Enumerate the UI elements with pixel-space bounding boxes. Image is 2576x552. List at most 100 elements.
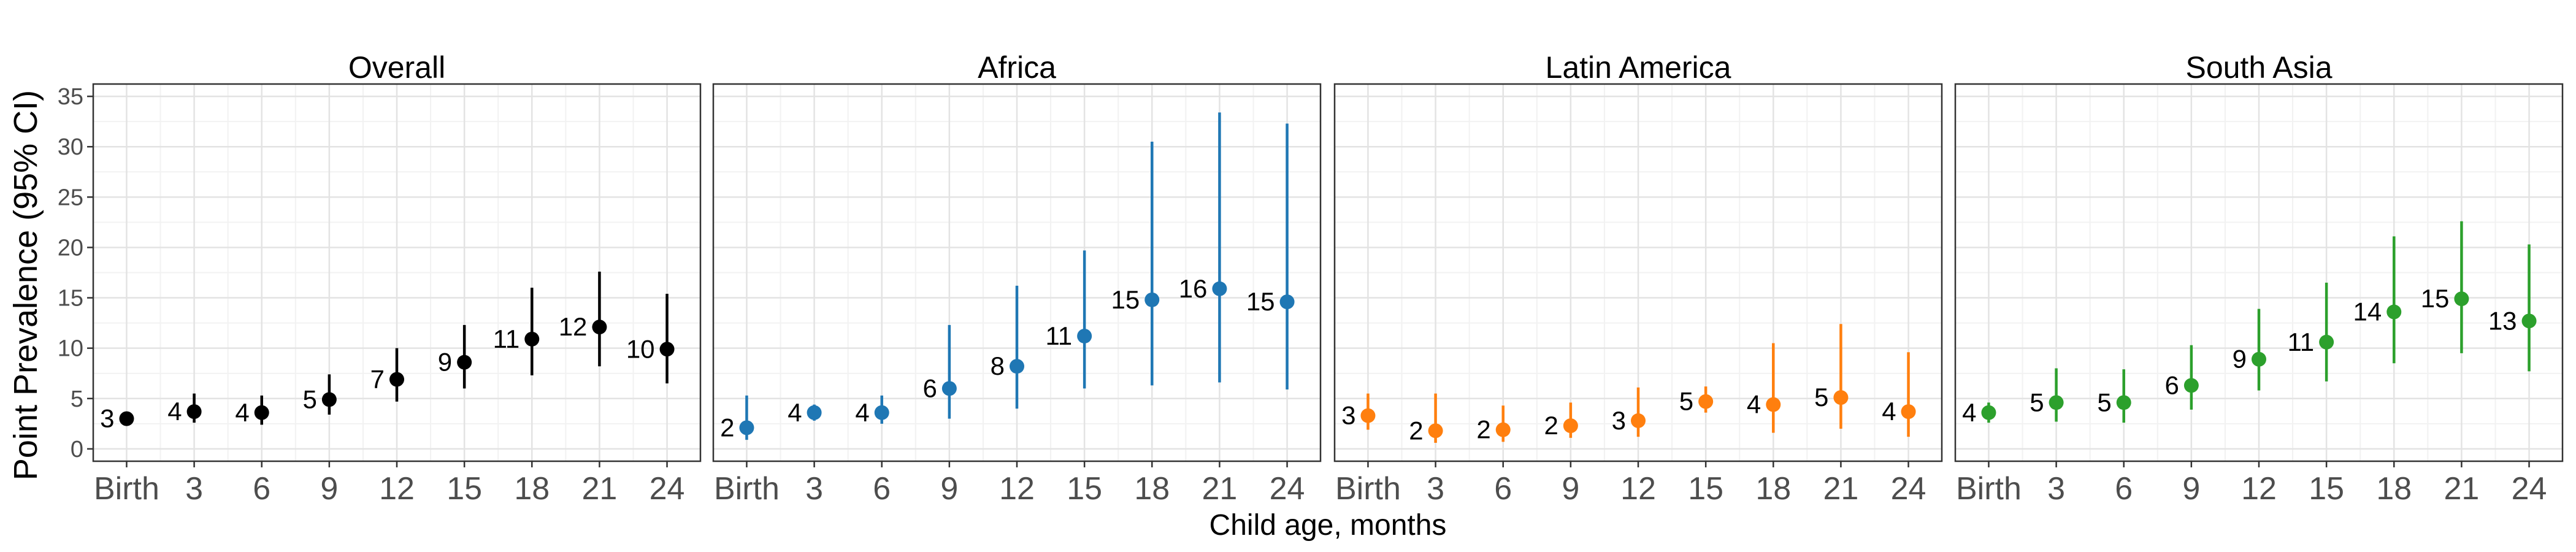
point-label: 14	[2353, 297, 2382, 326]
data-point	[1698, 394, 1714, 409]
x-tick-label: 9	[1562, 471, 1579, 507]
point-label: 8	[991, 351, 1005, 380]
data-point	[739, 420, 754, 435]
data-point	[457, 355, 472, 370]
data-point	[874, 405, 889, 420]
point-label: 11	[2288, 328, 2315, 356]
point-label: 4	[1747, 390, 1761, 419]
data-point	[2116, 395, 2131, 410]
data-point	[2521, 313, 2537, 329]
point-label: 5	[2030, 388, 2044, 416]
data-point	[1981, 405, 1996, 420]
point-label: 5	[2097, 388, 2111, 416]
point-label: 2	[1409, 416, 1423, 445]
point-label: 4	[788, 398, 802, 427]
point-label: 3	[100, 404, 114, 433]
data-point	[941, 381, 957, 396]
point-label: 5	[1679, 387, 1693, 416]
x-tick-label: 18	[2376, 471, 2412, 507]
point-label: 15	[2421, 284, 2450, 313]
data-point	[1077, 328, 1092, 343]
x-tick-label: 6	[253, 471, 270, 507]
data-point	[524, 331, 540, 347]
x-tick-label: 6	[1494, 471, 1512, 507]
point-label: 6	[2165, 370, 2179, 399]
data-point	[1901, 404, 1916, 420]
data-point	[1766, 397, 1781, 412]
data-point	[2319, 334, 2334, 350]
point-label: 11	[1046, 321, 1073, 350]
point-label: 5	[1814, 383, 1828, 412]
panel-title: Latin America	[1546, 50, 1731, 85]
point-label: 2	[1544, 411, 1558, 440]
y-tick-label: 15	[58, 286, 83, 312]
x-tick-label: 24	[650, 471, 685, 507]
panel-border	[712, 83, 1322, 462]
panel-title: Overall	[348, 50, 445, 85]
x-tick-label: 15	[447, 471, 482, 507]
x-tick-label: Birth	[94, 471, 159, 507]
point-label: 5	[303, 385, 317, 413]
point-label: 4	[855, 398, 869, 427]
point-label: 4	[167, 397, 182, 426]
point-label: 7	[370, 365, 385, 394]
data-point	[1563, 418, 1578, 434]
y-tick-label: 10	[58, 336, 83, 362]
data-point	[2454, 291, 2469, 307]
point-label: 15	[1246, 287, 1275, 316]
y-tick-label: 30	[58, 134, 83, 160]
panel-border	[1333, 83, 1943, 462]
x-tick-label: 24	[1270, 471, 1305, 507]
data-point	[2049, 395, 2064, 410]
data-point	[1631, 413, 1646, 428]
x-tick-label: 15	[1688, 471, 1723, 507]
data-point	[1279, 294, 1295, 310]
x-tick-label: 12	[1620, 471, 1656, 507]
point-label: 10	[626, 334, 655, 363]
data-point	[1495, 422, 1511, 437]
data-point	[254, 405, 269, 420]
data-point	[186, 404, 202, 420]
point-label: 3	[1612, 406, 1626, 435]
data-point	[119, 411, 134, 426]
x-tick-label: 21	[581, 471, 617, 507]
point-label: 9	[438, 348, 452, 377]
x-tick-label: 6	[873, 471, 891, 507]
x-tick-label: Birth	[1335, 471, 1401, 507]
point-label: 12	[559, 312, 588, 341]
x-tick-label: 9	[940, 471, 958, 507]
point-label: 9	[2233, 345, 2247, 374]
x-tick-label: 15	[1067, 471, 1102, 507]
data-point	[2252, 351, 2266, 367]
x-tick-label: 21	[1202, 471, 1237, 507]
x-tick-label: 3	[1427, 471, 1444, 507]
y-tick-label: 25	[58, 185, 83, 210]
data-point	[659, 342, 675, 357]
data-point	[1144, 292, 1160, 307]
y-tick-label: 5	[71, 386, 83, 412]
y-axis-title: Point Prevalence (95% CI)	[7, 90, 44, 480]
x-tick-label: Birth	[1956, 471, 2022, 507]
point-label: 11	[493, 324, 520, 353]
point-label: 2	[720, 413, 734, 442]
point-label: 2	[1476, 415, 1490, 444]
point-label: 6	[923, 374, 937, 402]
panel-border	[1954, 83, 2564, 462]
panel-title: Africa	[978, 50, 1056, 85]
x-tick-label: 3	[2047, 471, 2065, 507]
x-tick-label: 15	[2309, 471, 2344, 507]
x-tick-label: Birth	[714, 471, 780, 507]
x-tick-label: 24	[2512, 471, 2547, 507]
point-label: 3	[1341, 401, 1355, 430]
data-point	[2386, 304, 2402, 320]
data-point	[807, 405, 822, 420]
point-label: 4	[1962, 398, 1976, 427]
data-point	[389, 372, 404, 387]
x-tick-label: 18	[1134, 471, 1170, 507]
x-tick-label: 9	[2182, 471, 2200, 507]
data-point	[1010, 359, 1024, 374]
